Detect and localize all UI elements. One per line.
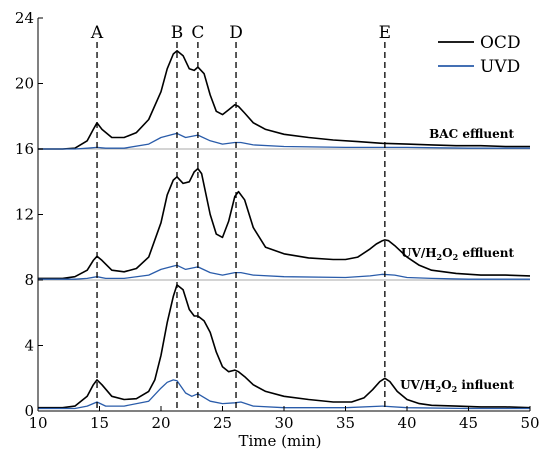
x-tick-label: 50 — [520, 414, 539, 432]
y-tick-label: 12 — [15, 206, 34, 224]
peak-marker-c-label: C — [191, 23, 204, 43]
panel-label-1: BAC effluent — [429, 127, 514, 141]
peak-marker-e-label: E — [379, 23, 391, 43]
series-line-ocd-panel-1 — [38, 49, 530, 150]
series-line-ocd-panel-3 — [38, 284, 531, 409]
legend-label-uvd: UVD — [480, 57, 520, 77]
x-tick-label: 20 — [151, 414, 170, 432]
legend-label-ocd: OCD — [480, 33, 521, 53]
series-line-uvd-panel-2 — [38, 264, 530, 280]
plot-area: A B C D E 10 15 20 25 30 35 40 45 50 16 20 24 8 12 0 4 BAC ef… — [15, 9, 540, 432]
x-tick-label: 45 — [459, 414, 478, 432]
y-tick-label: 8 — [24, 271, 34, 289]
series-line-ocd-panel-2 — [38, 167, 531, 280]
x-tick-label: 25 — [213, 414, 232, 432]
peak-marker-b-label: B — [171, 23, 184, 43]
y-tick-label: 16 — [15, 140, 34, 158]
y-tick-label: 20 — [15, 75, 34, 93]
y-tick-label: 24 — [15, 9, 34, 27]
panel-label-2: UV/H2O2 effluent — [401, 246, 514, 262]
x-axis-title: Time (min) — [238, 432, 321, 450]
x-tick-label: 40 — [397, 414, 416, 432]
x-tick-label: 10 — [28, 414, 47, 432]
x-tick-label: 15 — [90, 414, 109, 432]
peak-marker-a-label: A — [90, 23, 104, 43]
x-tick-label: 35 — [336, 414, 355, 432]
panel-label-3: UV/H2O2 influent — [400, 378, 514, 394]
x-tick-label: 30 — [274, 414, 293, 432]
y-tick-label: 4 — [24, 337, 34, 355]
y-tick-label: 0 — [24, 402, 34, 420]
series-line-uvd-panel-1 — [38, 132, 530, 150]
peak-marker-d-label: D — [229, 23, 243, 43]
